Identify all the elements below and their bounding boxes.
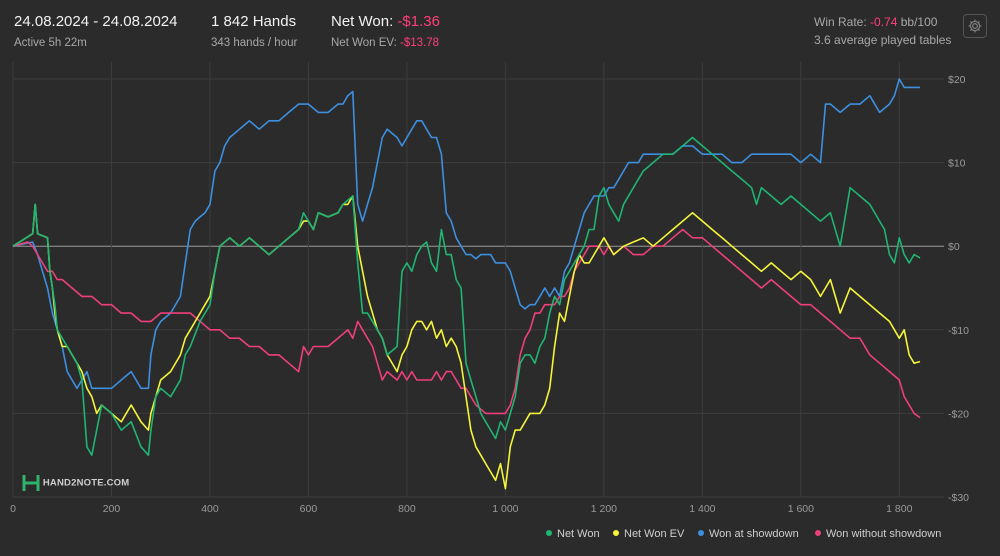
- y-tick-label: -$30: [948, 492, 969, 504]
- x-tick-label: 1 000: [492, 503, 518, 515]
- series-line-net-won: [12, 136, 921, 456]
- series-lines: [12, 78, 921, 490]
- legend-item-net-won-ev[interactable]: Net Won EV: [613, 528, 684, 540]
- legend-dot: [698, 530, 704, 537]
- x-tick-label: 800: [398, 503, 416, 515]
- legend-dot: [815, 530, 821, 537]
- x-tick-label: 1 800: [886, 503, 912, 515]
- legend-item-net-won[interactable]: Net Won: [546, 528, 600, 540]
- y-axis-tick-labels: $20 $10 $0 -$10 -$20 -$30: [948, 74, 969, 504]
- hands-count: 1 842 Hands: [211, 13, 297, 30]
- stats-header: 24.08.2024 - 24.08.2024 Active 5h 22m 1 …: [0, 0, 1000, 60]
- legend-dot: [546, 530, 552, 537]
- hands-per-hour: 343 hands / hour: [211, 37, 298, 49]
- active-time: Active 5h 22m: [14, 37, 87, 49]
- net-won: Net Won: -$1.36: [331, 13, 440, 30]
- settings-button[interactable]: [963, 14, 987, 38]
- y-tick-label: $10: [948, 158, 966, 170]
- y-tick-label: $0: [948, 241, 960, 253]
- date-range: 24.08.2024 - 24.08.2024: [14, 13, 178, 30]
- x-tick-label: 0: [10, 503, 16, 515]
- net-won-value: -$1.36: [397, 13, 440, 30]
- net-won-ev: Net Won EV: -$13.78: [331, 37, 439, 49]
- legend-dot: [613, 530, 619, 537]
- series-line-won-without-showdown: [12, 228, 921, 419]
- legend-label: Won at showdown: [709, 528, 799, 540]
- legend-label: Net Won: [557, 528, 600, 540]
- net-won-ev-value: -$13.78: [400, 37, 440, 49]
- x-tick-label: 1 200: [591, 503, 617, 515]
- average-tables: 3.6 average played tables: [814, 33, 952, 47]
- x-tick-label: 600: [300, 503, 318, 515]
- x-tick-label: 1 600: [788, 503, 814, 515]
- legend-label: Won without showdown: [826, 528, 942, 540]
- legend-item-won-without-showdown[interactable]: Won without showdown: [815, 528, 941, 540]
- x-tick-label: 200: [103, 503, 121, 515]
- win-rate-label: Win Rate:: [814, 15, 867, 29]
- net-won-ev-label: Net Won EV:: [331, 37, 397, 49]
- hand2note-logo: HAND2NOTE.COM: [22, 474, 129, 494]
- legend-label: Net Won EV: [624, 528, 685, 540]
- legend-item-won-at-showdown[interactable]: Won at showdown: [698, 528, 799, 540]
- x-axis-tick-labels: 0 200 400 600 800 1 000 1 200 1 400 1 600 1 800: [10, 503, 913, 515]
- win-rate-value: -0.74: [870, 15, 898, 29]
- series-line-net-won-ev: [12, 195, 921, 490]
- gear-icon: [968, 19, 982, 33]
- hand2note-logo-icon: [22, 475, 40, 491]
- net-won-label: Net Won:: [331, 13, 394, 30]
- x-tick-label: 1 400: [689, 503, 715, 515]
- y-tick-label: -$20: [948, 408, 969, 420]
- series-line-won-at-showdown: [12, 78, 920, 390]
- y-tick-label: $20: [948, 74, 966, 86]
- chart-legend: Net Won Net Won EV Won at showdown Won w…: [540, 528, 950, 546]
- grid-lines: [12, 62, 944, 498]
- hand2note-logo-text: HAND2NOTE.COM: [42, 477, 130, 489]
- win-rate: Win Rate: -0.74 bb/100: [814, 15, 937, 29]
- y-tick-label: -$10: [948, 325, 969, 337]
- x-tick-label: 400: [201, 503, 219, 515]
- win-rate-unit: bb/100: [900, 15, 938, 29]
